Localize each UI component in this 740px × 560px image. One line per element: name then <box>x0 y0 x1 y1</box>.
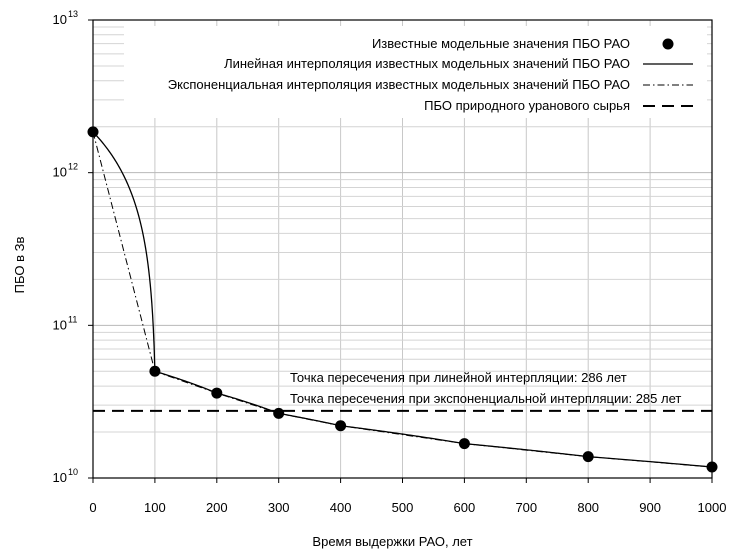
x-tick-label: 300 <box>268 500 290 515</box>
x-tick-label: 500 <box>392 500 414 515</box>
data-point <box>582 451 594 463</box>
data-point <box>211 387 223 399</box>
data-point <box>335 420 347 432</box>
series-linear-line <box>92 131 713 468</box>
y-tick-label: 10 <box>53 165 67 180</box>
y-tick-base: 10 <box>53 12 67 27</box>
legend-entry-label: ПБО природного уранового сырья <box>424 98 630 113</box>
y-tick-base: 10 <box>53 317 67 332</box>
data-point <box>458 438 470 450</box>
y-tick-label: 10 <box>53 317 67 332</box>
x-axis-title: Время выдержки РАО, лет <box>312 534 472 549</box>
y-tick-exponent: 12 <box>68 162 78 172</box>
annotations: Точка пересечения при линейной интерпляц… <box>290 370 681 406</box>
legend-entry-label: Линейная интерполяция известных модельны… <box>224 56 630 71</box>
legend: Известные модельные значения ПБО РАО Лине… <box>124 26 707 118</box>
x-tick-label: 200 <box>206 500 228 515</box>
legend-entry-label: Экспоненциальная интерполяция известных … <box>168 77 630 92</box>
x-tick-label: 0 <box>89 500 96 515</box>
x-tick-label: 900 <box>639 500 661 515</box>
x-tick-label: 1000 <box>698 500 727 515</box>
intersection-annotation: Точка пересечения при линейной интерпляц… <box>290 370 627 385</box>
x-tick-label: 800 <box>577 500 599 515</box>
y-tick-base: 10 <box>53 165 67 180</box>
x-tick-label: 600 <box>454 500 476 515</box>
y-tick-label: 10 <box>53 12 67 27</box>
x-tick-label: 700 <box>515 500 537 515</box>
legend-marker-symbol <box>662 38 674 50</box>
x-tick-label: 100 <box>144 500 166 515</box>
y-tick-exponent: 10 <box>68 467 78 477</box>
y-tick-base: 10 <box>53 470 67 485</box>
intersection-annotation: Точка пересечения при экспоненциальной и… <box>290 391 681 406</box>
legend-entry-label: Известные модельные значения ПБО РАО <box>372 36 630 51</box>
y-tick-exponent: 13 <box>68 9 78 19</box>
y-tick-label: 10 <box>53 470 67 485</box>
data-point <box>273 407 285 419</box>
x-tick-label: 400 <box>330 500 352 515</box>
y-axis-title: ПБО в Зв <box>12 237 27 294</box>
legend-box <box>124 26 707 118</box>
data-point <box>149 365 161 377</box>
y-tick-exponent: 11 <box>68 314 77 324</box>
